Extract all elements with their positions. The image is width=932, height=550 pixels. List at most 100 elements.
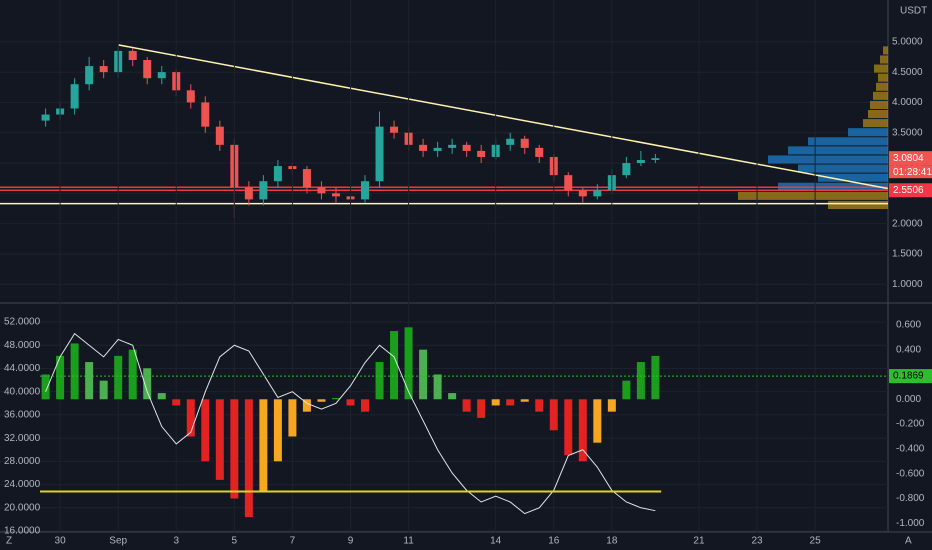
candle-body xyxy=(215,126,224,145)
candle-body xyxy=(259,181,268,200)
histogram-bar xyxy=(201,399,210,462)
histogram-bar xyxy=(607,399,616,412)
volume-profile-bar xyxy=(874,64,888,73)
candle-body xyxy=(419,144,428,151)
volume-profile-bar xyxy=(873,91,888,100)
trendline xyxy=(118,44,888,190)
histogram-bar xyxy=(593,399,602,443)
histogram-bar xyxy=(172,399,181,406)
corner-label: Z xyxy=(6,536,12,547)
histogram-bar xyxy=(448,393,457,400)
histogram-bar xyxy=(549,399,558,431)
x-tick-label: Sep xyxy=(109,536,127,547)
volume-profile-bar xyxy=(870,100,888,109)
candle-body xyxy=(622,163,631,176)
candle-body xyxy=(143,60,152,79)
volume-profile-bar xyxy=(863,119,888,128)
candle-body xyxy=(302,169,311,188)
histogram-bar xyxy=(564,399,573,456)
y-tick-label: 32.0000 xyxy=(4,433,41,444)
volume-profile-bar xyxy=(868,110,888,119)
y-tick-label: 52.0000 xyxy=(4,317,41,328)
histogram-bar xyxy=(114,355,123,400)
y2-tick-label: -0.400 xyxy=(896,444,925,455)
candle-body xyxy=(564,175,573,191)
candle-body xyxy=(520,138,529,148)
histogram-bar xyxy=(346,399,355,406)
candle-body xyxy=(361,181,370,200)
x-tick-label: 30 xyxy=(55,536,67,547)
histogram-bar xyxy=(535,399,544,412)
oscillator-line xyxy=(45,332,656,515)
volume-profile-bar xyxy=(798,164,888,173)
x-tick-label: 11 xyxy=(403,536,414,547)
candle-body xyxy=(506,138,515,145)
y-tick-label: 36.0000 xyxy=(4,410,41,421)
candle-body xyxy=(390,126,399,133)
candle-body xyxy=(244,187,253,200)
price-label: 3.0804 xyxy=(893,153,924,164)
histogram-bar xyxy=(288,399,297,437)
y-tick-label: 4.0000 xyxy=(892,97,923,108)
y2-tick-label: -0.200 xyxy=(896,419,925,430)
histogram-bar xyxy=(419,349,428,400)
y-tick-label: 28.0000 xyxy=(4,456,41,467)
volume-profile-bar xyxy=(828,200,888,209)
y-tick-label: 2.0000 xyxy=(892,218,923,229)
volume-profile-bar xyxy=(808,137,888,146)
corner-label: A xyxy=(905,536,912,547)
volume-profile-bar xyxy=(768,155,888,164)
y-tick-label: 44.0000 xyxy=(4,363,41,374)
y-tick-label: 16.0000 xyxy=(4,526,41,537)
level-label-box xyxy=(889,369,932,384)
volume-profile-bar xyxy=(788,146,888,155)
histogram-bar xyxy=(70,343,79,400)
volume-profile-bar xyxy=(883,46,888,55)
candle-body xyxy=(99,66,108,73)
histogram-bar xyxy=(578,399,587,462)
histogram-bar xyxy=(128,349,137,400)
x-tick-label: 23 xyxy=(751,536,763,547)
price-label-box xyxy=(889,183,932,198)
histogram-bar xyxy=(477,399,486,418)
y2-tick-label: -0.800 xyxy=(896,493,925,504)
histogram-bar xyxy=(157,393,166,400)
y2-tick-label: -1.000 xyxy=(896,518,925,529)
histogram-bar xyxy=(186,399,195,437)
x-tick-label: 18 xyxy=(606,536,618,547)
volume-profile-bar xyxy=(738,191,888,200)
histogram-bar xyxy=(404,327,413,400)
candle-body xyxy=(201,102,210,127)
histogram-bar xyxy=(636,362,645,400)
candle-body xyxy=(375,126,384,182)
histogram-bar xyxy=(651,355,660,400)
price-label-box xyxy=(889,151,932,166)
x-tick-label: 14 xyxy=(490,536,502,547)
histogram-bar xyxy=(273,399,282,462)
histogram-bar xyxy=(390,331,399,400)
y-tick-label: 40.0000 xyxy=(4,386,41,397)
x-tick-label: 3 xyxy=(173,536,179,547)
candle-body xyxy=(186,90,195,103)
x-tick-label: 21 xyxy=(693,536,705,547)
y-tick-label: 3.5000 xyxy=(892,127,923,138)
y-tick-label: 48.0000 xyxy=(4,340,41,351)
volume-profile-bar xyxy=(818,173,888,182)
y2-tick-label: -0.600 xyxy=(896,468,925,479)
histogram-bar xyxy=(215,399,224,480)
candle-body xyxy=(593,190,602,197)
price-label: 2.5506 xyxy=(893,185,924,196)
candle-body xyxy=(128,50,137,60)
candle-body xyxy=(448,144,457,148)
y-tick-label: 1.5000 xyxy=(892,249,923,260)
histogram-bar xyxy=(462,399,471,412)
candle-body xyxy=(578,190,587,197)
volume-profile-bar xyxy=(880,55,888,64)
histogram-bar xyxy=(230,399,239,499)
x-tick-label: 16 xyxy=(548,536,560,547)
currency-label: USDT xyxy=(900,6,927,17)
volume-profile-bar xyxy=(878,73,888,82)
candle-body xyxy=(41,114,50,121)
